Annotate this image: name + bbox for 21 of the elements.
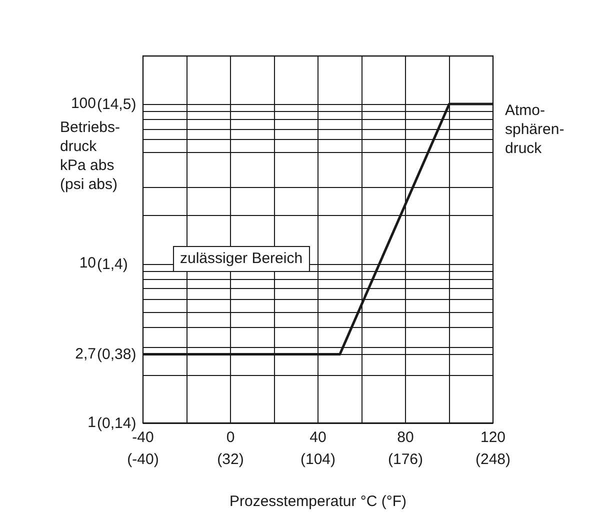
x2-tick-label: (248) — [475, 451, 511, 468]
y-tick-label: 1 — [88, 414, 96, 432]
x-tick-label: 40 — [310, 429, 326, 446]
text: (14,5) — [97, 95, 136, 114]
x-tick-label: 120 — [480, 429, 506, 446]
y-tick-label: 10 — [79, 254, 96, 272]
x2-tick-label: (32) — [217, 451, 244, 468]
y-axis-title: Betriebs- druck kPa abs (psi abs) — [60, 118, 120, 194]
x2-tick-label: (-40) — [127, 451, 159, 468]
y-tick-label: 100 — [70, 95, 96, 112]
x-tick-label: 0 — [226, 429, 235, 446]
text: (1,4) — [97, 254, 128, 274]
y-tick-label: 2,7 — [75, 345, 96, 362]
x2-tick-label: (176) — [388, 451, 424, 468]
annotation: zulässiger Bereich — [173, 246, 310, 272]
text: Atmo- sphären- druck — [505, 101, 564, 158]
x-axis-title: Prozesstemperatur °C (°F) — [229, 493, 407, 510]
x2-tick-label: (104) — [300, 451, 336, 468]
x-tick-label: 80 — [397, 429, 414, 446]
text: (0,14) — [97, 414, 136, 432]
text: (0,38) — [97, 345, 136, 364]
